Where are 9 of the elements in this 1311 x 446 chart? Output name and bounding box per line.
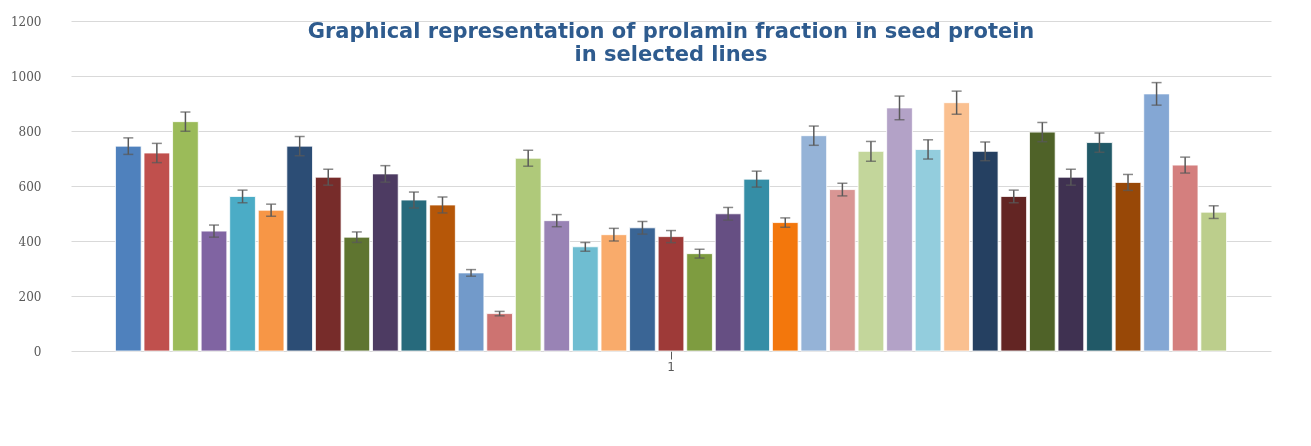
x-tick-label: 1 — [667, 359, 675, 374]
y-tick-label: 1000 — [10, 69, 42, 84]
chart-title: Graphical representation of prolamin fraction in seed protein in selected lines — [307, 19, 1035, 66]
y-tick-label: 400 — [18, 234, 42, 249]
y-tick-label: 600 — [18, 179, 42, 194]
y-tick-label: 800 — [18, 124, 42, 139]
y-tick-label: 1200 — [10, 14, 42, 29]
y-tick-label: 0 — [33, 344, 42, 359]
y-tick-label: 200 — [18, 289, 42, 304]
